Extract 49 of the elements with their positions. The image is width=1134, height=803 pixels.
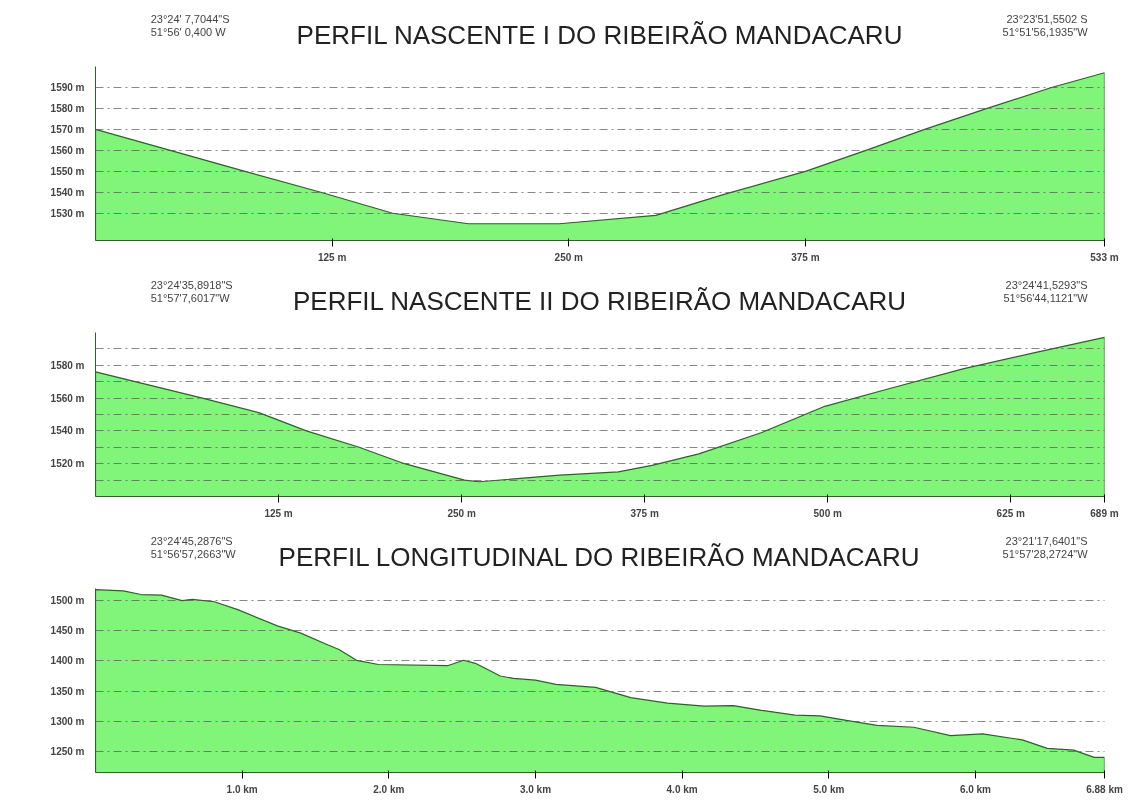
text: 51°57'28,2724"W xyxy=(1002,547,1089,560)
x-tick-label: 125 m xyxy=(317,251,347,263)
y-tick-label: 1350 m xyxy=(50,685,85,697)
text: 51°56' 0,400 W xyxy=(150,25,227,38)
x-tick-label: 500 m xyxy=(813,507,843,519)
text: 23°21'17,6401"S xyxy=(1005,534,1088,547)
x-tick-label: 1.0 km xyxy=(226,783,258,795)
y-tick-label: 1530 m xyxy=(50,207,85,219)
y-tick-label: 1250 m xyxy=(50,745,85,757)
y-tick-label: 1580 m xyxy=(50,102,85,114)
x-tick-label: 3.0 km xyxy=(519,783,552,795)
x-tick-label: 4.0 km xyxy=(666,783,698,795)
text: 51°51'56,1935"W xyxy=(1002,25,1089,38)
y-tick-label: 1590 m xyxy=(50,81,85,93)
x-tick-label: 250 m xyxy=(447,507,476,519)
chart-title: PERFIL NASCENTE II DO RIBEIRÃO MANDACARU xyxy=(293,285,907,316)
x-tick-label: 250 m xyxy=(554,251,584,263)
y-tick-label: 1540 m xyxy=(50,186,85,198)
y-tick-label: 1550 m xyxy=(50,165,85,177)
text: 23°24'41,5293"S xyxy=(1005,278,1088,291)
x-tick-label: 625 m xyxy=(996,507,1026,519)
x-tick-label: 5.0 km xyxy=(813,783,845,795)
y-tick-label: 1450 m xyxy=(50,625,85,637)
y-tick-label: 1570 m xyxy=(50,123,85,135)
y-tick-label: 1300 m xyxy=(50,715,85,727)
text: 51°56'44,1121"W xyxy=(1003,291,1089,304)
y-tick-label: 1520 m xyxy=(50,458,85,470)
y-tick-label: 1500 m xyxy=(50,595,85,607)
chart-title: PERFIL LONGITUDINAL DO RIBEIRÃO MANDACARU xyxy=(278,541,920,572)
text: 23°24' 7,7044"S xyxy=(150,12,230,25)
x-tick-label: 375 m xyxy=(630,507,659,519)
x-tick-label: 6.88 km xyxy=(1086,783,1123,795)
y-tick-label: 1400 m xyxy=(50,655,85,667)
y-tick-label: 1560 m xyxy=(50,144,85,156)
x-tick-label: 375 m xyxy=(791,251,820,263)
x-tick-label: 533 m xyxy=(1090,251,1119,263)
text: 23°23'51,5502 S xyxy=(1006,12,1088,25)
text: 51°56'57,2663"W xyxy=(150,547,237,560)
text: 23°24'35,8918"S xyxy=(150,278,233,291)
x-tick-label: 125 m xyxy=(264,507,293,519)
x-tick-label: 2.0 km xyxy=(373,783,405,795)
text: 23°24'45,2876"S xyxy=(150,534,233,547)
y-tick-label: 1580 m xyxy=(50,359,85,371)
y-tick-label: 1540 m xyxy=(50,425,85,437)
y-tick-label: 1560 m xyxy=(50,392,85,404)
text: 51°57'7,6017"W xyxy=(150,291,231,304)
x-tick-label: 689 m xyxy=(1090,507,1119,519)
chart-title: PERFIL NASCENTE I DO RIBEIRÃO MANDACARU xyxy=(296,19,903,50)
x-tick-label: 6.0 km xyxy=(959,783,992,795)
